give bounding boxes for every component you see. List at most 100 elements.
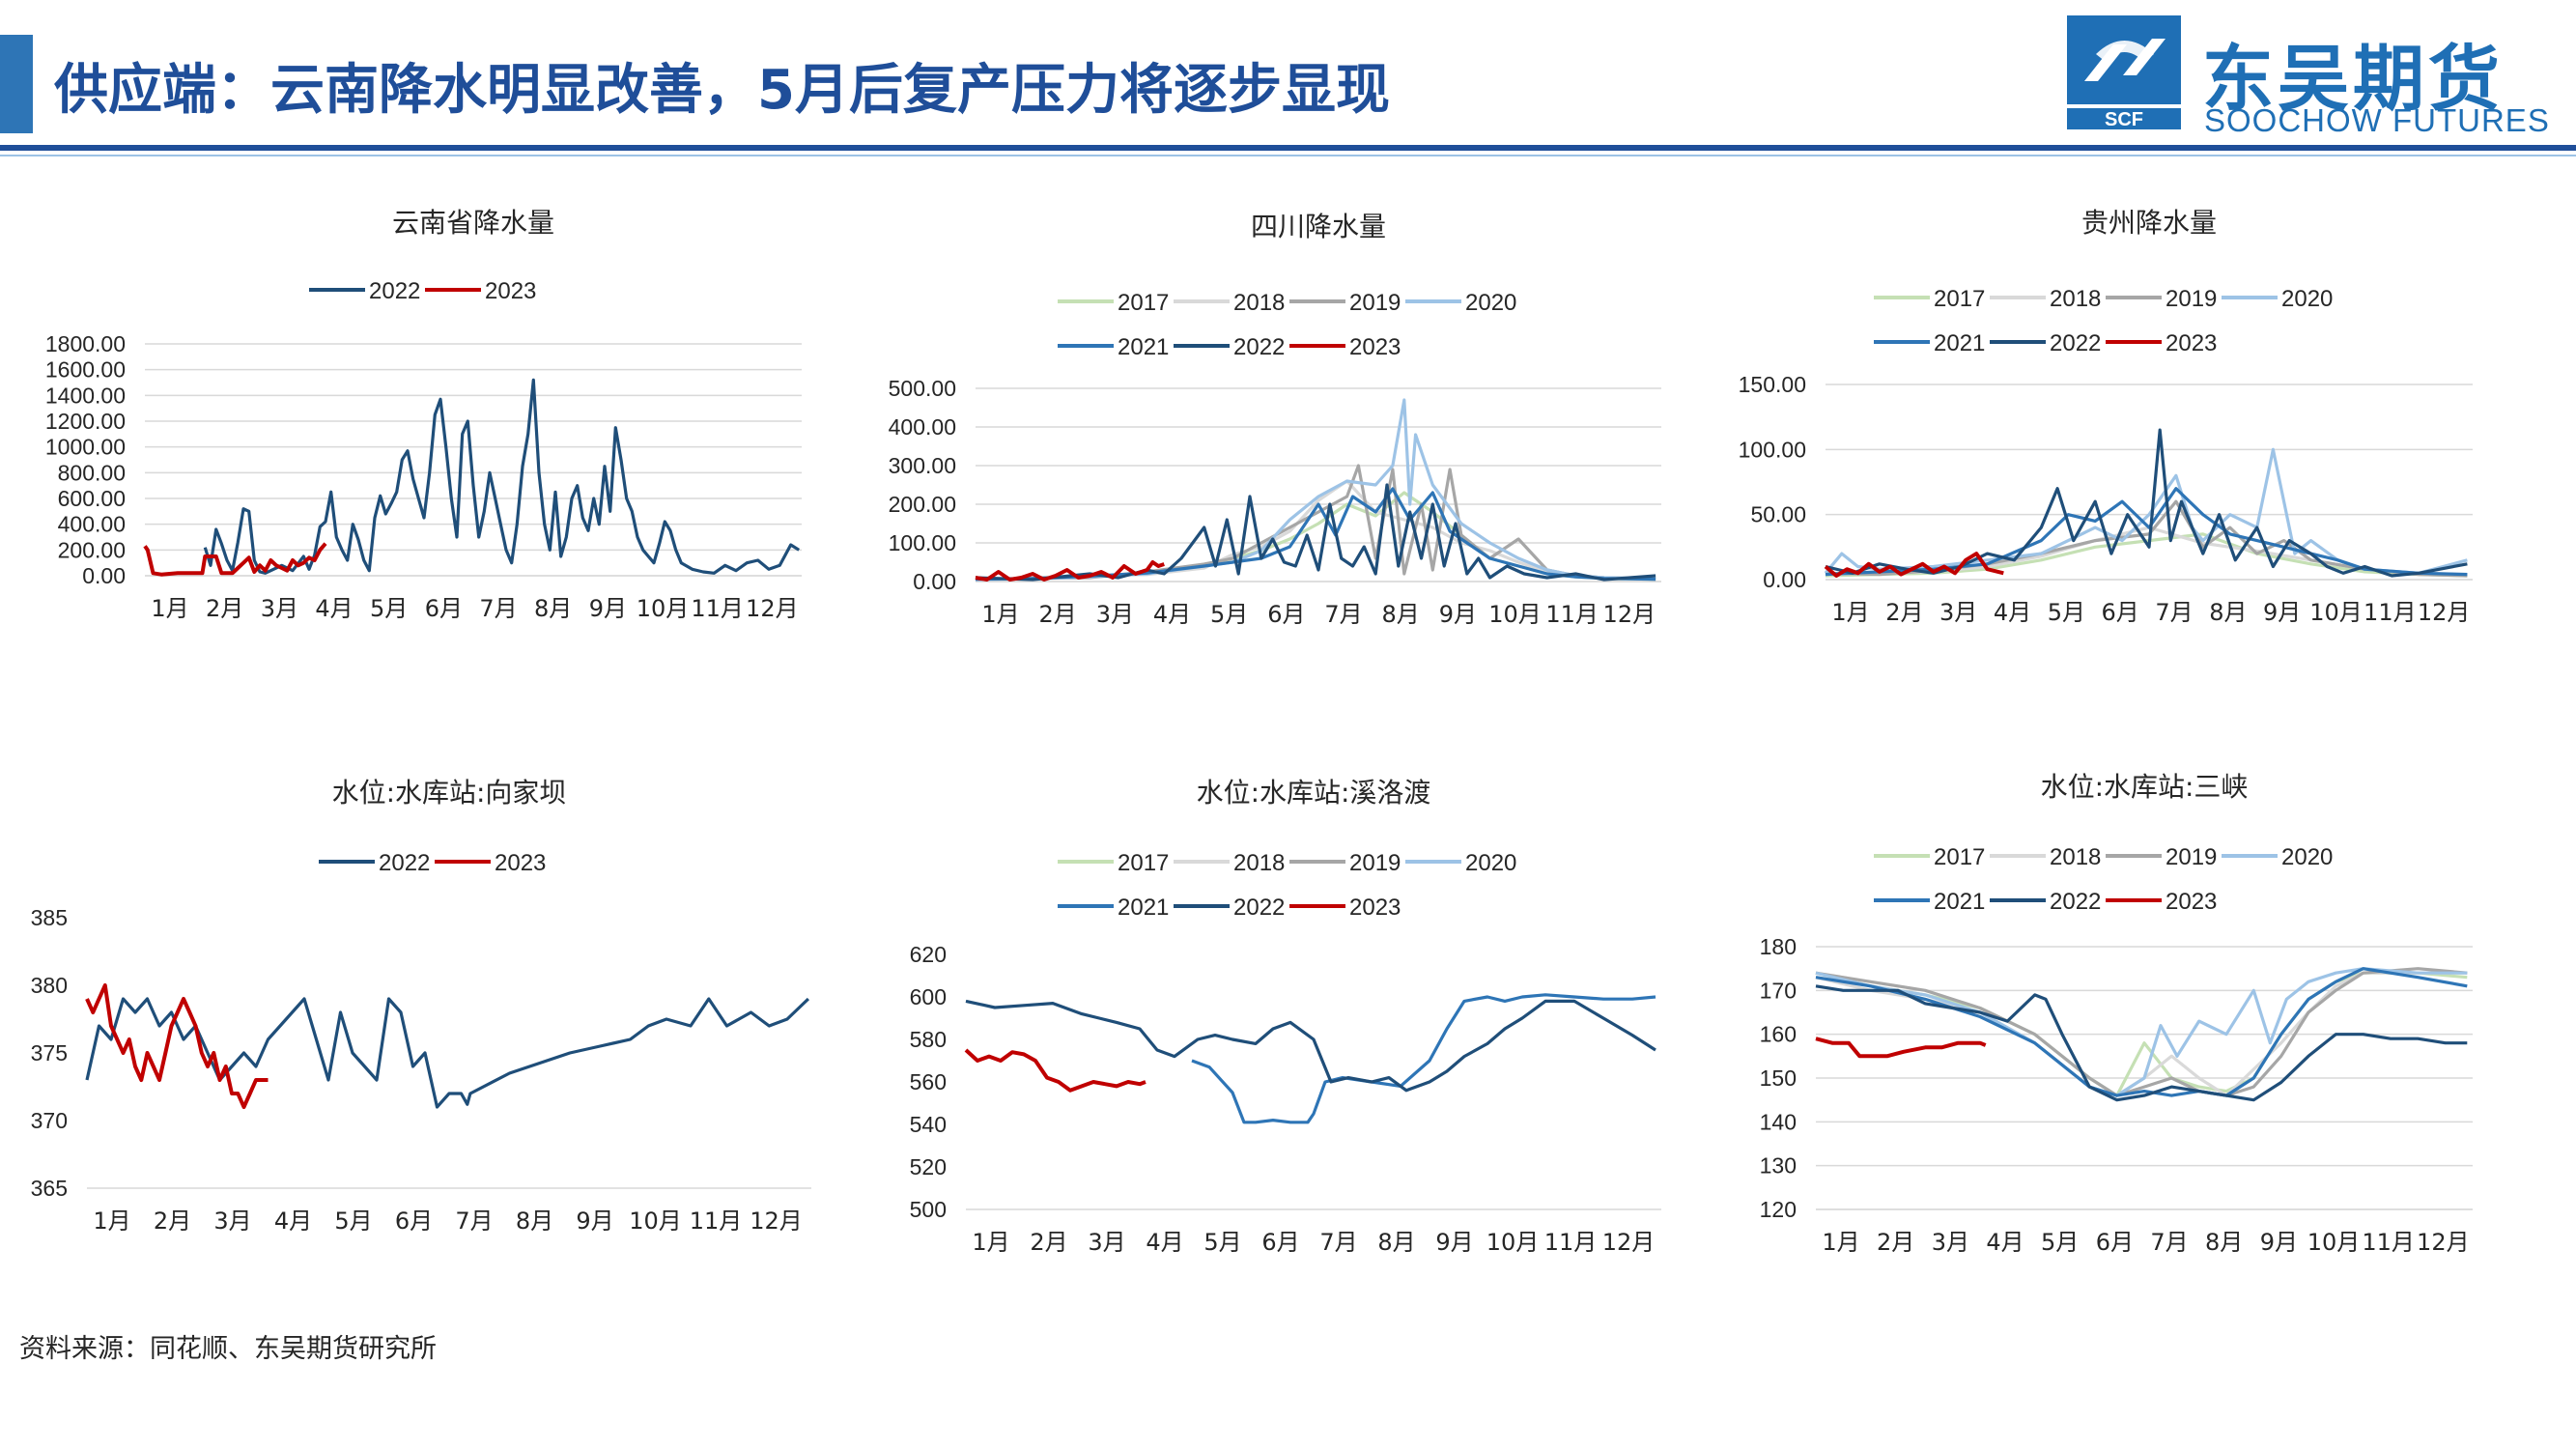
chart-title: 贵州降水量	[2081, 207, 2217, 239]
legend-item-2023: 2023	[425, 278, 536, 304]
x-tick-label: 10月	[2307, 1229, 2361, 1256]
series-line-2023	[1824, 552, 2004, 578]
x-tick-label: 2月	[154, 1208, 191, 1235]
legend-label: 2023	[2166, 889, 2217, 915]
x-tick-label: 7月	[479, 595, 517, 622]
y-tick-label: 370	[31, 1108, 68, 1133]
y-tick-label: 300.00	[889, 453, 956, 478]
series-line-2021	[1815, 967, 2468, 1097]
x-tick-label: 8月	[516, 1208, 553, 1235]
y-tick-label: 600	[910, 984, 947, 1009]
x-tick-label: 4月	[274, 1208, 312, 1235]
legend-item-2022: 2022	[1174, 895, 1285, 921]
legend-item-2022: 2022	[1174, 334, 1285, 360]
x-tick-label: 1月	[972, 1229, 1009, 1256]
x-tick-label: 3月	[1939, 599, 1977, 626]
x-tick-label: 2月	[1877, 1229, 1914, 1256]
logo-mark-text: SCF	[2105, 109, 2143, 129]
legend-item-2023: 2023	[2106, 889, 2217, 915]
y-tick-label: 800.00	[58, 460, 126, 485]
x-tick-label: 5月	[1210, 601, 1248, 628]
legend-item-2017: 2017	[1058, 290, 1169, 316]
legend-item-2018: 2018	[1174, 850, 1285, 876]
chart-sichuan-rainfall: 四川降水量 2017 2018 2019 2020 2021 2022 2023 500.00 4…	[850, 184, 1700, 744]
y-tick-label: 100.00	[1739, 437, 1806, 462]
y-tick-label: 560	[910, 1069, 947, 1094]
x-tick-label: 11月	[1545, 601, 1599, 628]
legend-label: 2018	[2050, 286, 2101, 312]
logo-english-name: SOOCHOW FUTURES	[2204, 102, 2550, 138]
legend-label: 2022	[1233, 334, 1285, 360]
y-tick-label: 200.00	[889, 492, 956, 517]
x-tick-label: 3月	[261, 595, 298, 622]
x-tick-label: 5月	[2041, 1229, 2079, 1256]
legend-item-2019: 2019	[1289, 850, 1401, 876]
x-tick-label: 5月	[2048, 599, 2085, 626]
legend-item-2021: 2021	[1058, 334, 1169, 360]
x-tick-label: 7月	[1324, 601, 1362, 628]
legend-label: 2018	[1233, 290, 1285, 316]
series-line-2019	[1815, 967, 2468, 1097]
x-tick-label: 6月	[395, 1208, 433, 1235]
x-tick-label: 3月	[1088, 1229, 1125, 1256]
legend-item-2021: 2021	[1058, 895, 1169, 921]
x-tick-label: 1月	[93, 1208, 130, 1235]
y-tick-label: 0.00	[1763, 567, 1806, 592]
series-line-2020	[1824, 447, 2468, 575]
series-line-2023	[143, 542, 327, 577]
x-tick-label: 2月	[1030, 1229, 1067, 1256]
series-line-2022	[85, 997, 810, 1109]
y-tick-label: 365	[31, 1176, 68, 1201]
source-note: 资料来源：同花顺、东吴期货研究所	[19, 1334, 437, 1364]
legend-item-2020: 2020	[1405, 290, 1516, 316]
x-tick-label: 3月	[1096, 601, 1134, 628]
legend-item-2023: 2023	[1289, 895, 1401, 921]
y-tick-label: 400.00	[889, 414, 956, 440]
chart-title: 四川降水量	[1251, 211, 1386, 242]
legend-item-2018: 2018	[1990, 844, 2101, 870]
x-tick-label: 12月	[2417, 1229, 2470, 1256]
y-tick-label: 400.00	[58, 512, 126, 537]
legend-label: 2018	[2050, 844, 2101, 870]
legend-item-2017: 2017	[1874, 844, 1985, 870]
x-tick-label: 2月	[1885, 599, 1923, 626]
series-line-2022	[1815, 984, 2468, 1102]
y-tick-label: 580	[910, 1027, 947, 1052]
x-tick-label: 11月	[690, 1208, 743, 1235]
x-tick-label: 6月	[425, 595, 463, 622]
y-tick-label: 385	[31, 905, 68, 930]
series-line-2021	[975, 487, 1656, 582]
legend-item-2023: 2023	[2106, 330, 2217, 356]
x-tick-label: 4月	[1994, 599, 2031, 626]
x-tick-label: 12月	[1602, 1229, 1656, 1256]
legend-label: 2023	[2166, 330, 2217, 356]
chart-guizhou-rainfall: 贵州降水量 2017 2018 2019 2020 2021 2022 2023 150.00 1…	[1700, 184, 2569, 744]
legend-label: 2019	[1349, 290, 1401, 316]
legend-label: 2017	[1934, 844, 1985, 870]
x-tick-label: 2月	[206, 595, 243, 622]
page-header: 供应端：云南降水明显改善，5月后复产压力将逐步显现 SCF 东吴期货 SOOCH…	[0, 0, 2576, 156]
y-tick-label: 150.00	[1739, 372, 1806, 397]
legend-item-2022: 2022	[309, 278, 420, 304]
legend-label: 2023	[485, 278, 536, 304]
legend-item-2020: 2020	[2222, 286, 2333, 312]
y-tick-label: 1600.00	[45, 357, 126, 383]
x-tick-label: 6月	[2102, 599, 2139, 626]
chart-xiangjiaba-water-level: 水位:水库站:向家坝 2022 2023 385 380 375 370 365 1月 2月 3月 4…	[0, 763, 850, 1304]
y-tick-label: 150	[1760, 1065, 1797, 1091]
y-tick-label: 200.00	[58, 537, 126, 562]
y-tick-label: 1000.00	[45, 435, 126, 460]
legend-item-2023: 2023	[1289, 334, 1401, 360]
series-line-2021	[1825, 487, 2468, 577]
legend-label: 2021	[1118, 334, 1169, 360]
legend-label: 2020	[1465, 290, 1516, 316]
y-tick-label: 620	[910, 942, 947, 967]
legend-label: 2023	[495, 850, 546, 876]
page-title: 供应端：云南降水明显改善，5月后复产压力将逐步显现	[54, 59, 1390, 122]
chart-title: 水位:水库站:溪洛渡	[1197, 777, 1431, 809]
xiangjiaba-level-svg: 水位:水库站:向家坝 2022 2023 385 380 375 370 365 1月 2月 3月 4…	[31, 777, 811, 1235]
legend-label: 2020	[2281, 844, 2333, 870]
x-tick-label: 4月	[1153, 601, 1191, 628]
y-tick-label: 375	[31, 1040, 68, 1065]
legend-label: 2018	[1233, 850, 1285, 876]
